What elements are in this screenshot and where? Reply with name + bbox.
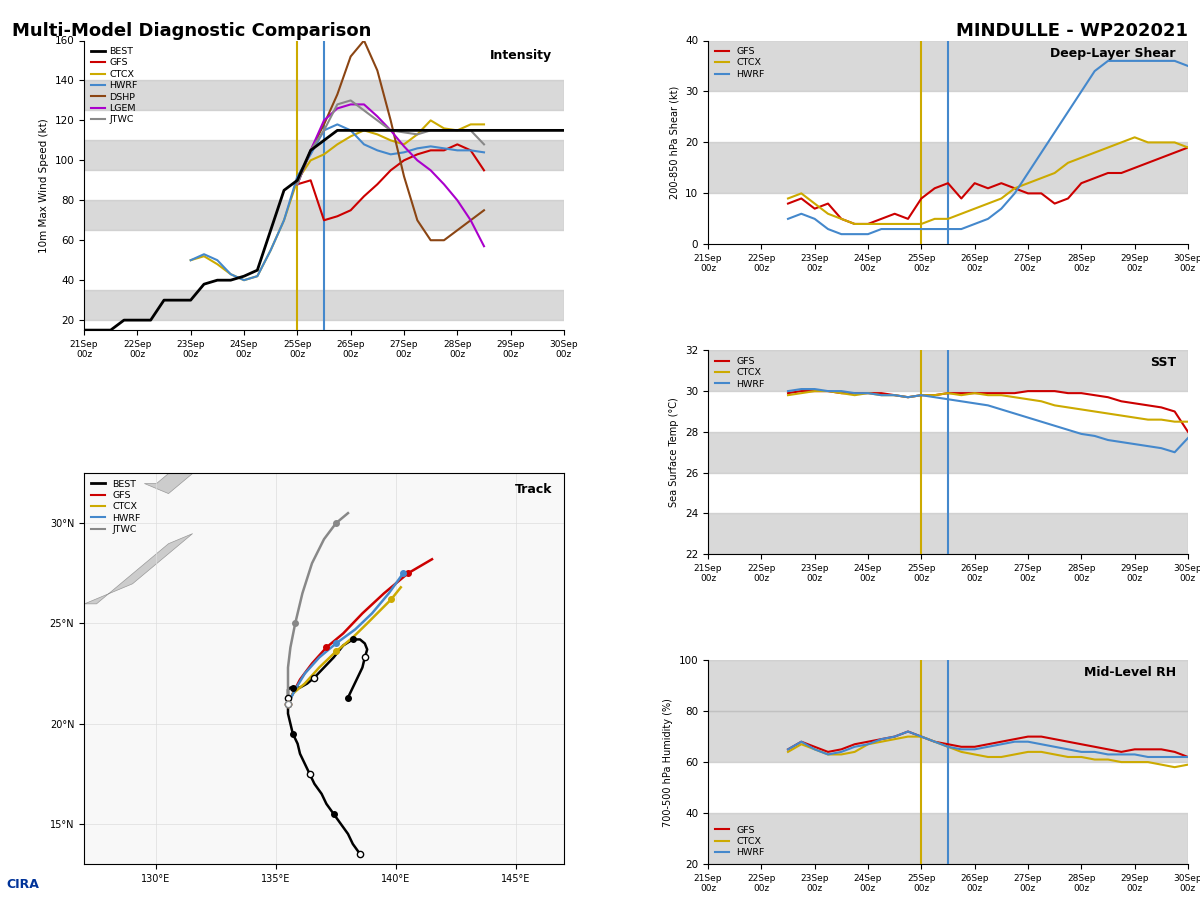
Bar	[708, 40, 1188, 92]
Text: Multi-Model Diagnostic Comparison: Multi-Model Diagnostic Comparison	[12, 22, 371, 40]
Legend: GFS, CTCX, HWRF: GFS, CTCX, HWRF	[713, 824, 767, 859]
Text: MINDULLE - WP202021: MINDULLE - WP202021	[956, 22, 1188, 40]
Text: CIRA: CIRA	[6, 878, 38, 891]
Text: SST: SST	[1150, 356, 1176, 369]
Legend: BEST, GFS, CTCX, HWRF, JTWC: BEST, GFS, CTCX, HWRF, JTWC	[89, 478, 143, 536]
Y-axis label: 700-500 hPa Humidity (%): 700-500 hPa Humidity (%)	[664, 698, 673, 826]
Bar	[708, 711, 1188, 762]
Bar	[708, 142, 1188, 194]
Bar	[84, 290, 564, 320]
Bar	[708, 513, 1188, 554]
Bar	[84, 80, 564, 111]
Text: Mid-Level RH: Mid-Level RH	[1084, 666, 1176, 680]
Bar	[708, 661, 1188, 711]
Text: Deep-Layer Shear: Deep-Layer Shear	[1050, 47, 1176, 59]
Text: Track: Track	[515, 482, 552, 496]
Bar	[708, 350, 1188, 392]
Bar	[708, 432, 1188, 473]
Legend: GFS, CTCX, HWRF: GFS, CTCX, HWRF	[713, 356, 767, 391]
Text: Intensity: Intensity	[490, 50, 552, 62]
Bar	[708, 813, 1188, 864]
Legend: BEST, GFS, CTCX, HWRF, DSHP, LGEM, JTWC: BEST, GFS, CTCX, HWRF, DSHP, LGEM, JTWC	[89, 45, 139, 126]
Y-axis label: Sea Surface Temp (°C): Sea Surface Temp (°C)	[670, 398, 679, 507]
Y-axis label: 10m Max Wind Speed (kt): 10m Max Wind Speed (kt)	[38, 118, 49, 253]
Y-axis label: 200-850 hPa Shear (kt): 200-850 hPa Shear (kt)	[670, 86, 679, 199]
Legend: GFS, CTCX, HWRF: GFS, CTCX, HWRF	[713, 45, 767, 81]
Bar	[84, 201, 564, 230]
Bar	[84, 140, 564, 170]
